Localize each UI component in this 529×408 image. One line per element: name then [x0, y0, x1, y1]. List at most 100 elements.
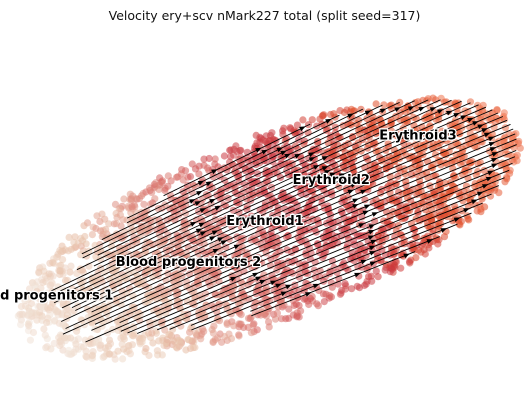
cell-point	[80, 222, 88, 230]
cell-point	[464, 215, 472, 223]
streamline-arrowhead	[195, 228, 203, 234]
cell-point	[111, 355, 119, 363]
streamline	[65, 133, 516, 329]
cell-point	[513, 151, 521, 159]
cell-point	[188, 323, 196, 331]
cell-point	[320, 298, 328, 306]
streamline-arrowhead	[205, 181, 213, 187]
cell-point	[117, 222, 125, 230]
cell-point	[405, 258, 414, 266]
cell-point	[313, 178, 322, 187]
cell-point	[310, 225, 319, 233]
streamline-arrowhead	[453, 217, 461, 222]
cell-point	[281, 205, 289, 213]
streamline-arrowhead	[237, 258, 244, 264]
cell-point	[40, 325, 48, 333]
streamline	[191, 223, 458, 331]
cell-point	[138, 192, 146, 200]
streamline-arrowhead	[488, 142, 496, 147]
cell-point	[156, 174, 164, 182]
cell-point	[344, 139, 352, 148]
cell-point	[66, 268, 74, 276]
streamline-arrowhead	[394, 107, 401, 112]
streamline-arrowhead	[324, 170, 331, 175]
cell-point	[437, 201, 445, 209]
cell-point	[155, 185, 163, 194]
streamline-arrowhead	[305, 292, 312, 297]
cell-point	[368, 277, 376, 285]
cell-point	[226, 146, 234, 154]
cell-point	[65, 306, 73, 314]
cell-point	[397, 264, 405, 272]
cell-point	[320, 111, 328, 119]
cell-point	[306, 294, 314, 303]
cell-point	[17, 321, 25, 329]
cell-point	[325, 232, 333, 240]
streamline-arrowhead	[321, 156, 329, 161]
cell-point	[326, 292, 334, 300]
cell-point	[191, 165, 200, 173]
cell-point	[205, 154, 213, 163]
cell-point	[99, 353, 107, 361]
streamline	[120, 169, 510, 332]
cell-point	[93, 212, 101, 220]
cell-point	[346, 120, 354, 128]
streamline-arrowhead	[216, 262, 223, 268]
cell-point	[67, 262, 75, 270]
streamline-arrowhead	[261, 149, 268, 155]
streamline-arrowhead	[199, 231, 207, 236]
cell-point	[314, 302, 322, 310]
cell-point	[286, 124, 294, 132]
cell-point	[96, 344, 104, 352]
cell-point	[169, 336, 177, 345]
cell-point	[336, 133, 344, 141]
cell-point	[341, 285, 350, 293]
streamline	[51, 104, 479, 301]
cell-point	[363, 182, 371, 190]
cell-point	[227, 153, 235, 161]
streamline-arrowhead	[214, 205, 221, 211]
streamline-arrowhead	[270, 280, 277, 286]
cell-point	[92, 224, 100, 233]
cell-point	[200, 161, 208, 169]
cell-point	[514, 139, 523, 147]
streamline-arrowhead	[370, 239, 377, 245]
streamline-arrowhead	[369, 261, 377, 266]
cell-point	[210, 322, 218, 330]
streamline-arrowhead	[255, 276, 262, 282]
cell-point	[16, 310, 24, 318]
cell-point	[504, 142, 512, 151]
cell-point	[73, 327, 81, 335]
streamline-arrowhead	[429, 107, 437, 112]
cell-point	[403, 115, 411, 123]
cell-point	[324, 139, 332, 147]
cell-point	[387, 264, 395, 272]
cell-point	[227, 335, 236, 343]
streamline-arrowhead	[211, 169, 218, 175]
cell-point	[266, 296, 274, 304]
streamline-arrowhead	[280, 150, 287, 156]
streamline	[75, 119, 508, 311]
cell-point	[302, 251, 310, 259]
streamline-arrowhead	[190, 221, 197, 227]
cell-point	[412, 254, 420, 262]
streamline-arrowhead	[196, 190, 203, 196]
cell-point	[232, 306, 240, 314]
cell-point	[161, 186, 169, 194]
streamline	[169, 202, 483, 330]
cell-point	[145, 184, 154, 192]
streamline-arrowhead	[485, 177, 493, 182]
cell-point	[148, 329, 156, 337]
cell-point	[440, 233, 449, 241]
cell-point	[357, 105, 365, 113]
cell-point	[71, 336, 79, 344]
cell-point	[343, 218, 351, 226]
cell-point	[228, 293, 237, 301]
streamline-arrowhead	[362, 210, 369, 216]
cell-point	[270, 152, 278, 160]
cell-point	[253, 326, 261, 334]
streamline	[97, 99, 429, 256]
cell-point	[486, 192, 495, 200]
cell-point	[341, 280, 349, 288]
cell-point	[251, 236, 259, 244]
